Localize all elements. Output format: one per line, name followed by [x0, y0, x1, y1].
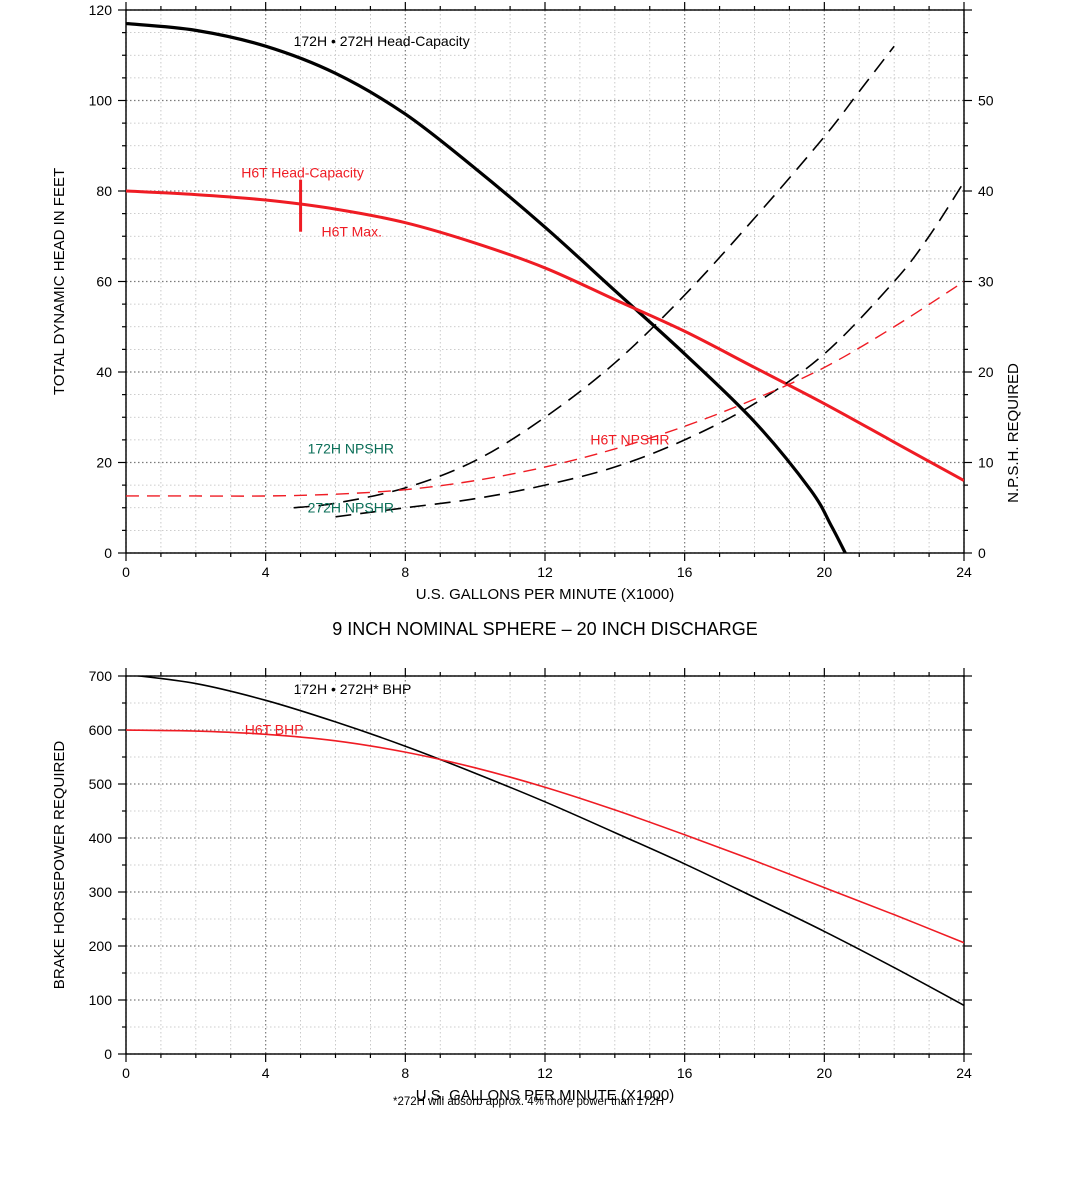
y-right-axis-label: N.P.S.H. REQUIRED — [1005, 363, 1022, 503]
y-left-tick-label: 0 — [104, 1046, 112, 1062]
series-label-172H_272H_head_capacity: 172H • 272H Head-Capacity — [294, 33, 470, 49]
series-label-172H_NPSHR: 172H NPSHR — [308, 440, 394, 456]
x-tick-label: 12 — [537, 564, 553, 580]
series-label-H6T_max_marker: H6T Max. — [322, 223, 382, 239]
x-tick-label: 0 — [122, 1065, 130, 1081]
y-left-tick-label: 200 — [89, 938, 113, 954]
series-label-H6T_head_capacity: H6T Head-Capacity — [241, 164, 364, 180]
x-tick-label: 8 — [401, 1065, 409, 1081]
page-title: 9 INCH NOMINAL SPHERE – 20 INCH DISCHARG… — [332, 619, 757, 639]
y-left-tick-label: 400 — [89, 830, 113, 846]
y-left-tick-label: 100 — [89, 93, 113, 109]
y-left-tick-label: 600 — [89, 722, 113, 738]
y-right-tick-label: 0 — [978, 545, 986, 561]
x-tick-label: 20 — [817, 564, 833, 580]
series-label-H6T_BHP: H6T BHP — [245, 721, 304, 737]
footnote: *272H will absorb approx. 4% more power … — [393, 1096, 664, 1108]
y-left-tick-label: 120 — [89, 2, 113, 18]
grid — [126, 10, 964, 553]
y-left-tick-label: 40 — [96, 364, 112, 380]
x-tick-label: 8 — [401, 564, 409, 580]
y-left-axis-label: BRAKE HORSEPOWER REQUIRED — [51, 741, 68, 990]
series-label-272H_NPSHR: 272H NPSHR — [308, 499, 394, 515]
y-right-tick-label: 20 — [978, 364, 994, 380]
x-tick-label: 16 — [677, 564, 693, 580]
y-left-tick-label: 300 — [89, 884, 113, 900]
x-tick-label: 12 — [537, 1065, 553, 1081]
y-left-tick-label: 700 — [89, 668, 113, 684]
y-left-tick-label: 0 — [104, 545, 112, 561]
x-tick-label: 4 — [262, 564, 270, 580]
x-axis-label: U.S. GALLONS PER MINUTE (X1000) — [416, 586, 674, 603]
series-label-172H_272H_BHP: 172H • 272H* BHP — [294, 681, 412, 697]
y-right-tick-label: 40 — [978, 183, 994, 199]
y-right-tick-label: 10 — [978, 455, 994, 471]
x-tick-label: 0 — [122, 564, 130, 580]
y-left-axis-label: TOTAL DYNAMIC HEAD IN FEET — [51, 168, 68, 395]
series-172H_272H_head_capacity — [126, 24, 845, 553]
x-tick-label: 4 — [262, 1065, 270, 1081]
x-tick-label: 24 — [956, 1065, 972, 1081]
series-H6T_NPSHR — [126, 282, 964, 497]
x-tick-label: 16 — [677, 1065, 693, 1081]
x-tick-label: 20 — [817, 1065, 833, 1081]
y-left-tick-label: 20 — [96, 455, 112, 471]
x-tick-label: 24 — [956, 564, 972, 580]
y-left-tick-label: 60 — [96, 274, 112, 290]
y-right-tick-label: 50 — [978, 93, 994, 109]
y-left-tick-label: 500 — [89, 776, 113, 792]
y-right-tick-label: 30 — [978, 274, 994, 290]
y-left-tick-label: 100 — [89, 992, 113, 1008]
series-label-H6T_NPSHR: H6T NPSHR — [590, 431, 669, 447]
y-left-tick-label: 80 — [96, 183, 112, 199]
